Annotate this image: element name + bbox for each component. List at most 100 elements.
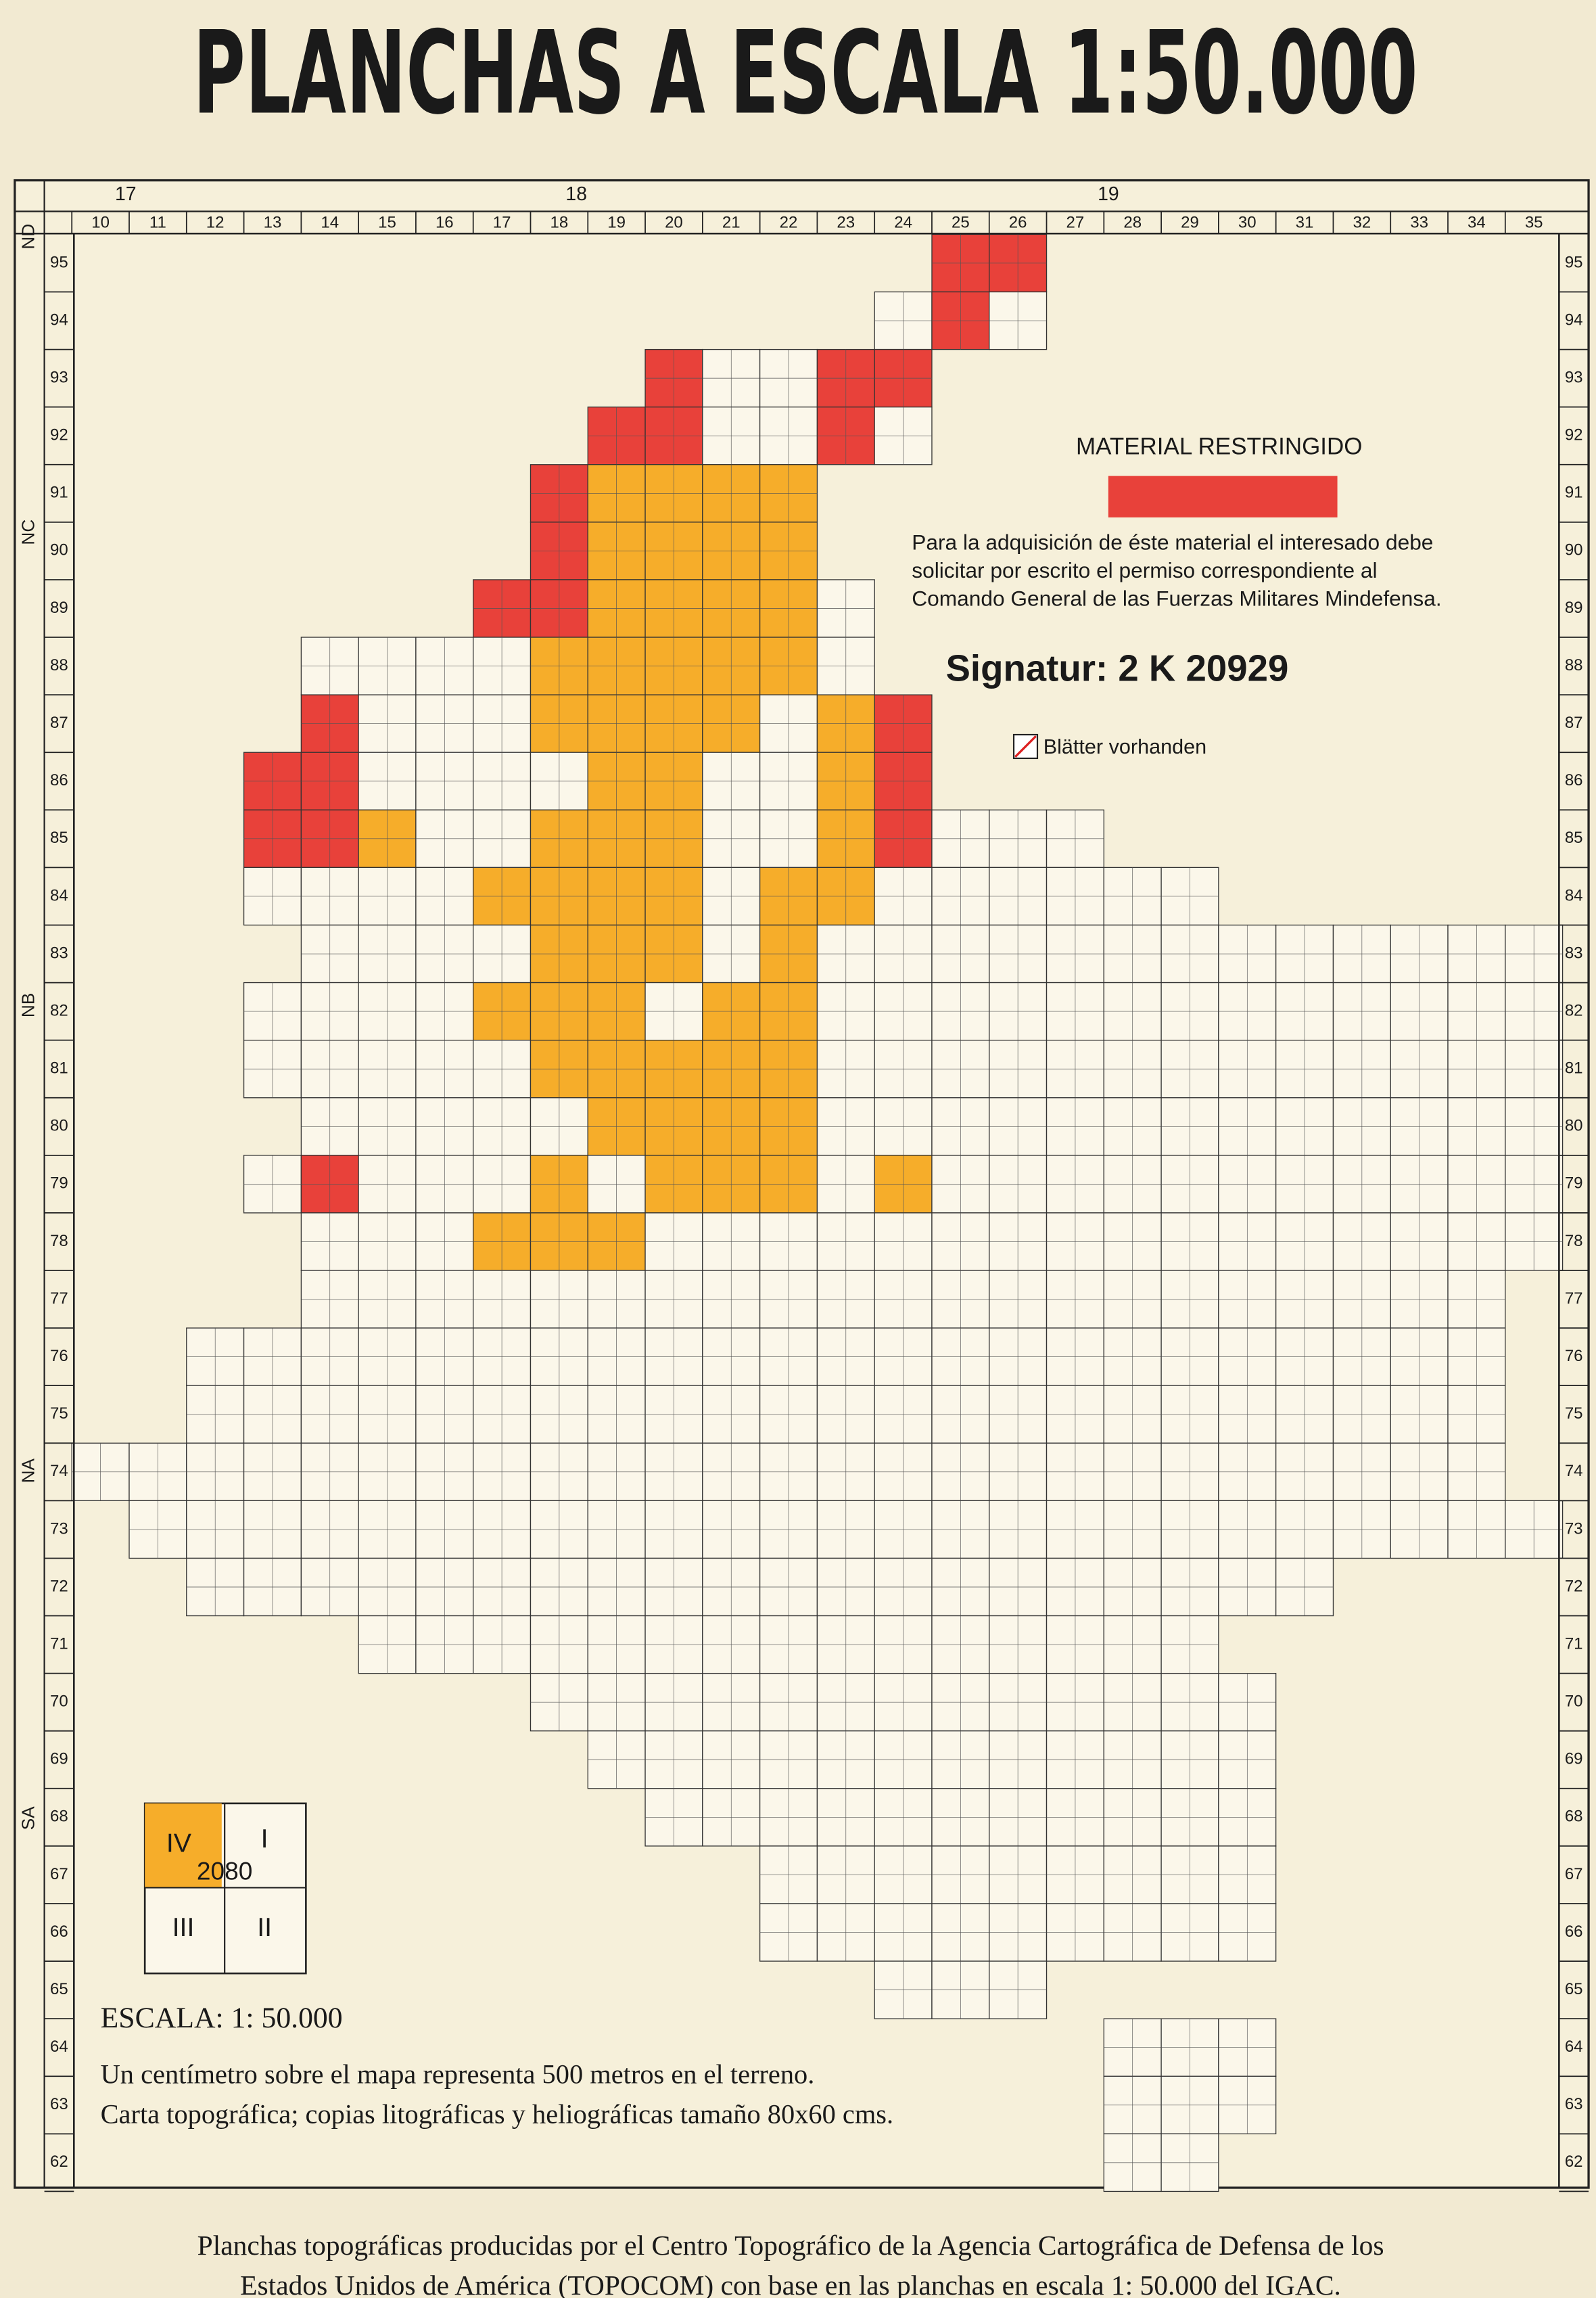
column-label: 31 — [1296, 213, 1314, 231]
frame-labels: 10 11 12 13 14 15 16 17 18 19 20 21 22 23 24 25 26 27 28 29… — [14, 180, 1589, 2192]
row-label: 79 — [50, 1174, 68, 1193]
row-label: 83 — [1565, 944, 1583, 962]
row-label: 82 — [50, 1001, 68, 1019]
scale-line: Un centímetro sobre el mapa representa 5… — [101, 2059, 815, 2089]
sheet-grid — [71, 233, 1564, 2192]
row-label: 73 — [1565, 1519, 1583, 1538]
footer-line: Planchas topográficas producidas por el … — [197, 2230, 1384, 2261]
row-label: 72 — [1565, 1577, 1583, 1595]
row-label: 81 — [50, 1059, 68, 1078]
row-label: 72 — [50, 1577, 68, 1595]
row-label: 85 — [1565, 829, 1583, 847]
row-label: 92 — [1565, 426, 1583, 444]
row-label: 93 — [50, 368, 68, 386]
row-label: 95 — [50, 253, 68, 271]
row-label: 86 — [50, 771, 68, 789]
zone-label: NA — [18, 1458, 39, 1483]
column-label: 21 — [722, 213, 741, 231]
column-label: 17 — [493, 213, 511, 231]
row-label: 93 — [1565, 368, 1583, 386]
column-label: 22 — [780, 213, 798, 231]
title: PLANCHAS A ESCALA 1:50.000 — [193, 7, 1417, 140]
column-label: 28 — [1123, 213, 1142, 231]
example-quadrant-label: I — [261, 1824, 268, 1854]
available-label: Blätter vorhanden — [1043, 735, 1206, 758]
row-label: 75 — [1565, 1404, 1583, 1423]
column-label: 29 — [1181, 213, 1199, 231]
column-group-label: 17 — [115, 183, 137, 205]
column-label: 32 — [1353, 213, 1371, 231]
row-label: 87 — [1565, 714, 1583, 732]
row-label: 76 — [1565, 1347, 1583, 1365]
row-label: 90 — [1565, 541, 1583, 559]
row-label: 66 — [50, 1923, 68, 1941]
row-label: 94 — [50, 311, 68, 329]
column-label: 18 — [550, 213, 569, 231]
column-label: 14 — [321, 213, 339, 231]
row-label: 91 — [1565, 484, 1583, 502]
row-label: 95 — [1565, 253, 1583, 271]
row-label: 66 — [1565, 1923, 1583, 1941]
row-label: 82 — [1565, 1001, 1583, 1019]
column-label: 27 — [1066, 213, 1085, 231]
row-label: 67 — [1565, 1865, 1583, 1883]
row-label: 88 — [1565, 656, 1583, 674]
row-label: 63 — [50, 2095, 68, 2113]
row-label: 92 — [50, 426, 68, 444]
example-sheet-number: 2080 — [197, 1856, 253, 1885]
row-label: 74 — [50, 1462, 68, 1480]
row-label: 94 — [1565, 311, 1583, 329]
example-quadrant-label: IV — [166, 1828, 192, 1858]
zone-label: NB — [18, 993, 39, 1017]
row-label: 64 — [1565, 2038, 1583, 2056]
example-quadrant — [145, 1803, 222, 1888]
row-label: 65 — [50, 1980, 68, 1998]
column-label: 30 — [1238, 213, 1257, 231]
column-label: 12 — [206, 213, 225, 231]
row-label: 90 — [50, 541, 68, 559]
row-label: 84 — [50, 886, 68, 904]
row-label: 64 — [50, 2038, 68, 2056]
scale-title: ESCALA: 1: 50.000 — [101, 2002, 343, 2034]
row-label: 85 — [50, 829, 68, 847]
zone-label: NC — [18, 520, 39, 545]
row-label: 83 — [50, 944, 68, 962]
column-label: 15 — [378, 213, 396, 231]
column-label: 13 — [264, 213, 282, 231]
available-hatch — [1014, 735, 1037, 758]
row-label: 78 — [1565, 1232, 1583, 1250]
column-label: 16 — [436, 213, 454, 231]
legend-title: MATERIAL RESTRINGIDO — [1076, 433, 1362, 459]
signature: Signatur: 2 K 20929 — [946, 647, 1289, 689]
row-label: 78 — [50, 1232, 68, 1250]
column-label: 34 — [1468, 213, 1486, 231]
row-label: 70 — [1565, 1693, 1583, 1711]
row-label: 68 — [1565, 1808, 1583, 1826]
row-label: 76 — [50, 1347, 68, 1365]
row-label: 77 — [1565, 1289, 1583, 1308]
column-label: 11 — [149, 213, 166, 231]
row-label: 62 — [50, 2153, 68, 2171]
row-label: 63 — [1565, 2095, 1583, 2113]
column-label: 19 — [607, 213, 626, 231]
zone-label: SA — [18, 1806, 39, 1830]
row-label: 81 — [1565, 1059, 1583, 1078]
scale-line: Carta topográfica; copias litográficas y… — [101, 2098, 894, 2129]
row-label: 65 — [1565, 1980, 1583, 1998]
row-label: 75 — [50, 1404, 68, 1423]
row-label: 69 — [1565, 1750, 1583, 1768]
row-label: 86 — [1565, 771, 1583, 789]
legend-note: solicitar por escrito el permiso corresp… — [912, 558, 1377, 582]
row-label: 88 — [50, 656, 68, 674]
column-label: 23 — [837, 213, 855, 231]
row-label: 67 — [50, 1865, 68, 1883]
legend-note: Para la adquisición de éste material el … — [912, 530, 1433, 555]
column-label: 10 — [91, 213, 110, 231]
row-label: 71 — [1565, 1634, 1583, 1653]
row-label: 73 — [50, 1519, 68, 1538]
column-label: 35 — [1525, 213, 1543, 231]
legend-swatch — [1108, 476, 1338, 518]
